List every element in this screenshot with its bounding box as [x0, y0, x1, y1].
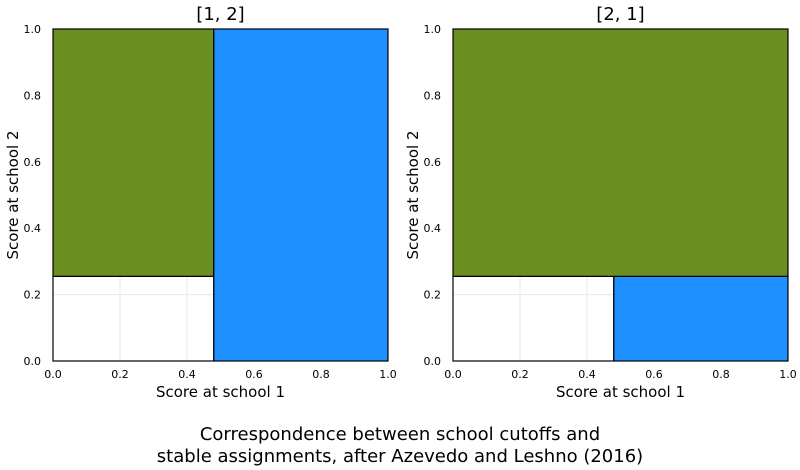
y-tick-label: 0.8	[24, 89, 42, 102]
y-tick-label: 0.2	[24, 289, 42, 302]
x-tick-label: 0.6	[645, 368, 663, 381]
x-tick-label: 0.0	[444, 368, 462, 381]
y-tick-label: 0.6	[24, 156, 42, 169]
y-axis-label: Score at school 2	[4, 130, 22, 259]
x-tick-label: 1.0	[779, 368, 797, 381]
x-axis-label: Score at school 1	[156, 383, 285, 401]
region-3	[452, 28, 789, 277]
x-tick-label: 0.8	[712, 368, 730, 381]
chart-title: [2, 1]	[596, 4, 644, 25]
y-tick-label: 0.4	[24, 222, 42, 235]
y-tick-label: 0.6	[424, 156, 442, 169]
chart-panel-1: 0.0 0.2 0.4 0.6 0.8 1.0 0.0 0.2 0.4 0.6 0.8 1.0 [1, …	[4, 4, 397, 401]
x-tick-label: 0.4	[178, 368, 196, 381]
region-1	[452, 275, 615, 362]
x-tick-label: 0.2	[511, 368, 529, 381]
y-axis-label: Score at school 2	[404, 130, 422, 259]
y-tick-label: 0.8	[424, 89, 442, 102]
y-tick-label: 0.2	[424, 289, 442, 302]
chart-panel-2: 0.0 0.2 0.4 0.6 0.8 1.0 0.0 0.2 0.4 0.6 0.8 1.0 [2, …	[404, 4, 797, 401]
figure-caption-line-1: Correspondence between school cutoffs an…	[199, 424, 601, 445]
region-2	[613, 275, 789, 362]
x-tick-label: 1.0	[379, 368, 397, 381]
x-tick-label: 0.8	[312, 368, 330, 381]
region-3	[213, 28, 389, 362]
x-axis-label: Score at school 1	[556, 383, 685, 401]
y-tick-label: 0.0	[24, 355, 42, 368]
region-2	[52, 28, 215, 277]
y-tick-label: 0.0	[424, 355, 442, 368]
y-tick-label: 0.4	[424, 222, 442, 235]
chart-title: [1, 2]	[196, 4, 244, 25]
x-tick-label: 0.6	[245, 368, 263, 381]
x-tick-label: 0.0	[44, 368, 62, 381]
figure-caption-line-2: stable assignments, after Azevedo and Le…	[156, 446, 644, 467]
y-tick-label: 1.0	[424, 23, 442, 36]
x-tick-label: 0.2	[111, 368, 129, 381]
region-1	[52, 275, 215, 362]
y-tick-label: 1.0	[24, 23, 42, 36]
x-tick-label: 0.4	[578, 368, 596, 381]
